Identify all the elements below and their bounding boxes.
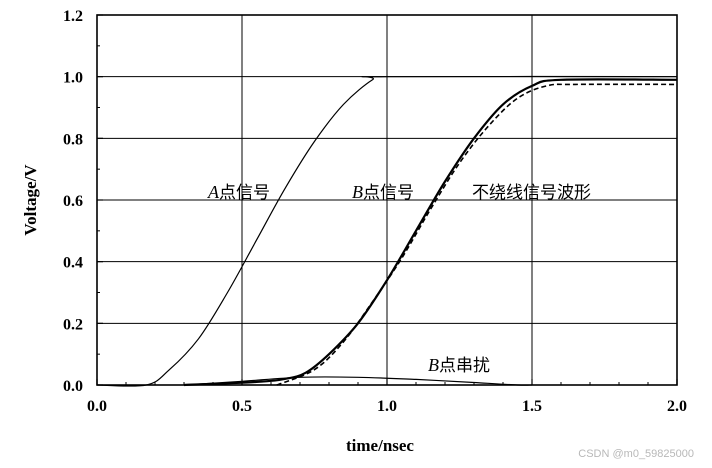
annotation-b-crosstalk: B点串扰 — [428, 355, 490, 376]
annotation-b-signal: B点信号 — [352, 182, 414, 203]
series-b-crosstalk — [183, 376, 533, 386]
annotation-no-wind: 不绕线信号波形 — [472, 183, 591, 203]
y-tick-label-1: 0.2 — [63, 316, 83, 333]
y-tick-label-6: 1.2 — [63, 8, 83, 25]
watermark: CSDN @m0_59825000 — [578, 448, 694, 460]
annotation-b-letter: B — [352, 182, 363, 202]
annotation-crosstalk-letter: B — [428, 355, 439, 375]
y-tick-label-3: 0.6 — [63, 193, 83, 210]
x-axis-title: time/nsec — [346, 436, 414, 455]
annotation-crosstalk-text: 点串扰 — [439, 356, 490, 376]
y-tick-label-5: 1.0 — [63, 70, 83, 87]
annotation-a-text: 点信号 — [219, 183, 270, 203]
x-tick-label-0: 0.0 — [87, 398, 107, 415]
y-tick-label-2: 0.4 — [63, 255, 83, 272]
x-tick-label-1: 0.5 — [232, 398, 252, 415]
x-tick-label-2: 1.0 — [377, 398, 397, 415]
y-axis-title: Voltage/V — [21, 164, 40, 236]
x-tick-label-4: 2.0 — [667, 398, 687, 415]
x-tick-label-3: 1.5 — [522, 398, 542, 415]
y-tick-label-0: 0.0 — [63, 378, 83, 395]
series-no-wind — [276, 83, 678, 386]
y-tick-label-4: 0.8 — [63, 131, 83, 148]
series-b-signal — [183, 78, 678, 387]
series-group — [96, 75, 678, 387]
annotation-b-text: 点信号 — [363, 183, 414, 203]
annotation-a-signal: A点信号 — [207, 182, 270, 203]
axis-ticks: 0.0 0.5 1.0 1.5 2.0 0.0 0.2 0.4 0.6 0.8 1.0 1.2 — [63, 8, 687, 415]
annotation-a-letter: A — [207, 182, 220, 202]
series-a-signal — [96, 75, 678, 387]
